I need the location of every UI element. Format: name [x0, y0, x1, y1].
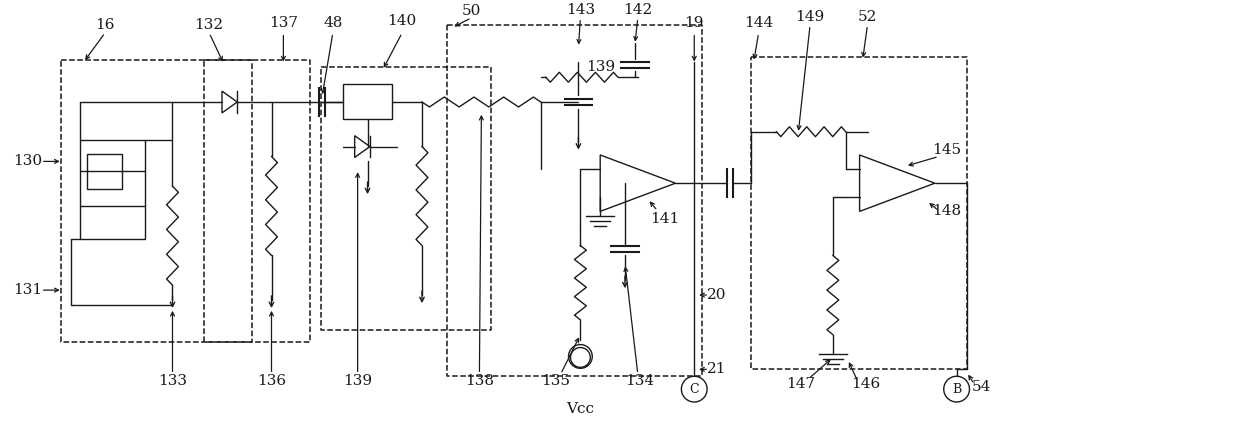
Text: 52: 52 [858, 10, 877, 24]
Text: 140: 140 [388, 14, 417, 28]
Text: 139: 139 [343, 374, 372, 388]
Text: 50: 50 [461, 4, 481, 18]
Text: 144: 144 [744, 16, 774, 30]
Text: 133: 133 [157, 374, 187, 388]
Text: 54: 54 [972, 380, 991, 394]
Text: 19: 19 [684, 16, 704, 30]
Text: 145: 145 [932, 142, 961, 157]
Bar [446, 25, 702, 376]
Text: 143: 143 [565, 3, 595, 17]
Text: 130: 130 [14, 154, 42, 168]
Text: 137: 137 [269, 16, 298, 30]
Text: 148: 148 [932, 204, 961, 218]
Text: 139: 139 [585, 60, 615, 75]
Text: 138: 138 [465, 374, 494, 388]
Text: 136: 136 [257, 374, 286, 388]
Bar [321, 67, 491, 330]
Text: 146: 146 [851, 377, 880, 391]
Text: 20: 20 [707, 288, 727, 302]
Bar [205, 60, 310, 342]
Text: 132: 132 [195, 18, 223, 32]
Text: Vcc: Vcc [567, 402, 594, 416]
Text: C: C [689, 383, 699, 396]
Text: 149: 149 [796, 10, 825, 24]
Bar [342, 84, 392, 119]
Text: 21: 21 [707, 363, 727, 376]
Bar [81, 140, 145, 239]
Text: 147: 147 [786, 377, 816, 391]
Text: 16: 16 [95, 18, 115, 32]
Text: 141: 141 [650, 212, 680, 226]
Bar [87, 154, 122, 189]
Text: 135: 135 [541, 374, 570, 388]
Bar [750, 57, 966, 369]
Text: 48: 48 [324, 16, 342, 30]
Text: B: B [952, 383, 961, 396]
Bar [61, 60, 252, 342]
Text: 134: 134 [625, 374, 655, 388]
Text: 142: 142 [624, 3, 652, 17]
Text: 131: 131 [14, 283, 42, 297]
